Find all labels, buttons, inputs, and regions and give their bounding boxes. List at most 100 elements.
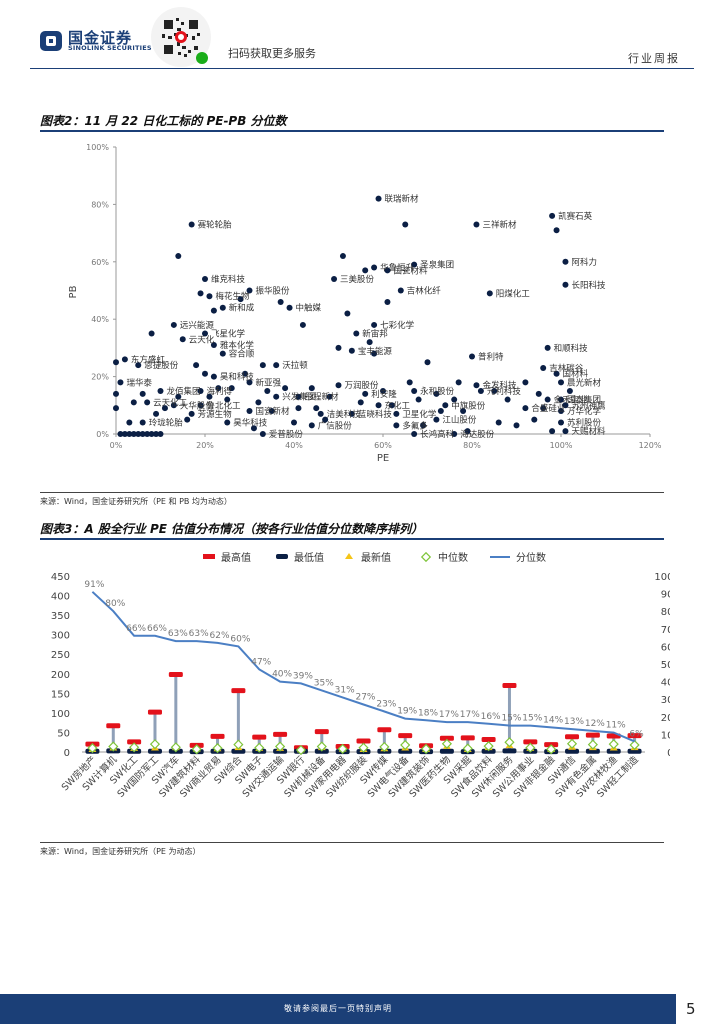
scatter-point-label: 宝丰能源 xyxy=(358,346,393,357)
scatter-point-label: 雅本化学 xyxy=(220,340,255,351)
percentile-label: 23% xyxy=(376,700,396,710)
percentile-label: 66% xyxy=(126,624,146,634)
scatter-point xyxy=(384,298,391,305)
scatter-point xyxy=(268,408,275,415)
scatter-point xyxy=(371,321,378,328)
scatter-point xyxy=(273,362,280,369)
scatter-point xyxy=(197,387,204,394)
chart-legend: 最高值 最低值 最新值 中位数 分位数 xyxy=(203,551,546,564)
percentile-label: 40% xyxy=(272,670,292,680)
scatter-point xyxy=(553,227,560,234)
scatter-x-tick: 80% xyxy=(463,441,481,450)
scatter-point-label: 爱普股份 xyxy=(269,429,304,440)
scatter-point xyxy=(148,330,155,337)
median-marker xyxy=(170,742,181,753)
page-number: 5 xyxy=(686,1000,696,1018)
scatter-point-label: 苏州神鹰 xyxy=(571,400,606,411)
max-marker xyxy=(585,732,600,738)
scatter-point xyxy=(210,373,217,380)
scatter-y-tick: 100% xyxy=(86,143,109,152)
legend-min-swatch xyxy=(276,554,288,559)
scatter-point xyxy=(353,330,360,337)
chart-bars xyxy=(85,672,642,756)
scatter-y-tick: 60% xyxy=(91,258,109,267)
scatter-point-label: 天赐材料 xyxy=(571,426,606,437)
scatter-point xyxy=(322,416,329,423)
scatter-point xyxy=(224,419,231,426)
scatter-point xyxy=(308,385,315,392)
legend-median-swatch xyxy=(420,551,432,563)
right-axis-tick: 50% xyxy=(661,660,670,671)
scatter-point xyxy=(513,422,520,429)
scatter-point-label: 玲珑轮胎 xyxy=(149,418,184,429)
scatter-point xyxy=(113,359,119,366)
max-marker xyxy=(377,727,392,733)
right-axis-tick: 10% xyxy=(661,730,670,741)
scatter-point xyxy=(135,431,142,437)
figure3-bottom-rule xyxy=(40,842,664,843)
median-marker xyxy=(358,742,369,753)
median-marker xyxy=(379,741,390,753)
percentile-label: 17% xyxy=(460,710,480,720)
left-axis-tick: 400 xyxy=(51,592,70,603)
scatter-point xyxy=(197,402,204,409)
scatter-point-label: 国瓷材料 xyxy=(393,265,428,276)
scatter-x-tick: 0% xyxy=(110,441,123,450)
scatter-point-label: 维克科技 xyxy=(211,274,246,285)
legend-label: 最新值 xyxy=(361,551,391,564)
scatter-y-tick: 0% xyxy=(96,430,109,439)
scatter-point xyxy=(437,408,444,415)
scatter-point xyxy=(202,330,208,337)
median-marker xyxy=(504,737,515,748)
scatter-point xyxy=(393,422,400,429)
left-axis-tick: 100 xyxy=(51,709,70,720)
median-marker xyxy=(566,738,578,749)
scatter-point xyxy=(562,281,569,288)
scatter-point-label: 圣泉集团 xyxy=(420,260,454,271)
figure3-top-rule xyxy=(40,538,664,540)
scatter-point-label: 瑞华泰 xyxy=(126,377,152,388)
scatter-point xyxy=(344,310,351,317)
scatter-point xyxy=(215,385,222,392)
scatter-point xyxy=(362,267,369,274)
median-marker xyxy=(129,742,140,753)
scatter-point xyxy=(544,344,551,351)
scatter-point xyxy=(486,290,493,297)
scatter-point-label: 新和成 xyxy=(229,303,255,314)
scatter-point-label: 江山股份 xyxy=(442,415,477,426)
percentile-label: 13% xyxy=(564,717,584,727)
scatter-point xyxy=(197,290,204,297)
scatter-point xyxy=(420,422,427,429)
qr-code-icon[interactable] xyxy=(150,6,212,68)
scatter-point xyxy=(126,419,133,426)
figure2-bottom-rule xyxy=(40,492,664,493)
scatter-point xyxy=(531,416,538,423)
median-marker xyxy=(233,739,244,750)
scatter-point-label: 容合顺 xyxy=(229,349,255,360)
scatter-point-label: 三美股份 xyxy=(340,274,375,285)
scatter-point xyxy=(139,419,146,426)
scatter-point xyxy=(144,399,151,406)
qr-caption: 扫码获取更多服务 xyxy=(228,47,316,60)
percentile-label: 11% xyxy=(606,721,626,731)
right-axis-tick: 80% xyxy=(661,607,670,618)
scatter-point xyxy=(246,408,253,415)
left-axis-tick: 350 xyxy=(51,611,70,622)
left-axis-tick: 250 xyxy=(51,650,70,661)
scatter-point xyxy=(339,253,346,260)
percentile-label: 31% xyxy=(335,685,355,695)
max-marker xyxy=(460,735,475,741)
max-marker xyxy=(523,739,538,745)
left-axis-tick: 150 xyxy=(51,689,70,700)
scatter-point xyxy=(277,298,284,305)
scatter-point xyxy=(335,382,342,389)
percentile-line-path xyxy=(91,591,635,743)
scatter-point xyxy=(562,258,569,265)
scatter-point-label: 金禾实业 xyxy=(554,395,588,406)
left-axis-tick: 0 xyxy=(64,748,70,759)
scatter-point-label: 普利特 xyxy=(478,352,504,363)
scatter-point xyxy=(393,410,400,417)
legend-label: 分位数 xyxy=(516,551,546,564)
scatter-point xyxy=(433,416,440,423)
scatter-point-label: 吉林碳谷 xyxy=(549,363,584,374)
